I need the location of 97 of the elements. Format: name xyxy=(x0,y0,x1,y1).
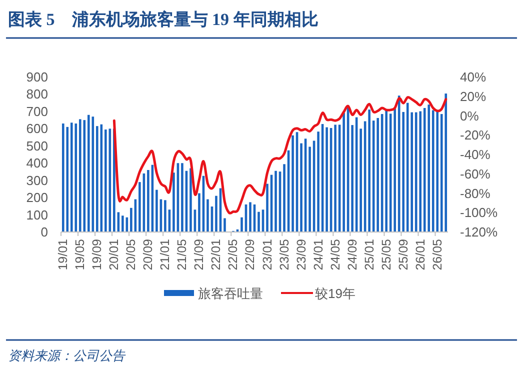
x-tick-label: 20/09 xyxy=(141,238,156,270)
y2-tick-label: -100% xyxy=(460,205,498,220)
text: 资料来源：公司公告 xyxy=(8,348,126,363)
bar xyxy=(419,111,422,232)
x-tick-label: 21/09 xyxy=(192,238,206,270)
bar xyxy=(292,135,294,232)
x-tick-label: 23/09 xyxy=(294,238,308,270)
bar xyxy=(410,112,413,232)
bar xyxy=(83,120,86,232)
bar xyxy=(368,110,370,232)
bar xyxy=(66,126,69,232)
x-tick-label: 22/05 xyxy=(226,238,240,270)
bar xyxy=(164,200,166,232)
x-tick-label: 25/09 xyxy=(396,238,410,270)
y2-tick-label: 40% xyxy=(460,70,486,84)
bar xyxy=(283,164,286,232)
x-tick-label: 21/01 xyxy=(158,238,172,270)
y-tick-label: 100 xyxy=(26,207,48,222)
bar xyxy=(215,196,218,232)
bar xyxy=(172,172,175,232)
x-tick-label: 23/05 xyxy=(277,238,292,270)
y2-tick-label: -60% xyxy=(460,166,491,182)
bar xyxy=(96,126,98,232)
y-tick-label: 300 xyxy=(26,172,48,188)
y-tick-label: 400 xyxy=(26,156,48,171)
bar xyxy=(414,112,418,232)
bar xyxy=(423,108,426,232)
bar xyxy=(376,118,379,232)
bar xyxy=(249,202,252,232)
bar xyxy=(206,199,209,232)
legend-label: 较19年 xyxy=(315,286,356,301)
y-tick-label: 900 xyxy=(26,70,48,84)
title: 图表 5 浦东机场旅客量与 19 年同期相比 xyxy=(8,10,318,29)
bar xyxy=(130,208,132,232)
x-tick-label: 24/05 xyxy=(328,238,342,270)
bar xyxy=(190,168,192,232)
x-tick-label: 20/05 xyxy=(124,238,138,270)
bar xyxy=(156,190,158,232)
x-tick-label: 19/01 xyxy=(56,238,70,270)
bar xyxy=(360,128,362,232)
x-tick-label: 19/05 xyxy=(73,238,88,270)
bar xyxy=(444,94,448,232)
x-tick-label: 24/01 xyxy=(311,238,326,270)
x-tick-label: 19/09 xyxy=(90,238,104,270)
bar xyxy=(428,104,430,232)
bar xyxy=(198,193,200,232)
x-tick-label: 22/09 xyxy=(243,238,258,270)
x-tick-label: 21/05 xyxy=(175,238,190,270)
bar xyxy=(224,218,226,232)
bar xyxy=(87,114,90,232)
bar xyxy=(258,212,260,232)
bar xyxy=(181,163,184,232)
x-tick-label: 22/01 xyxy=(209,238,224,270)
bar xyxy=(317,132,320,232)
bar xyxy=(104,130,107,232)
bar xyxy=(402,112,404,232)
bar xyxy=(147,170,150,232)
x-tick-label: 24/09 xyxy=(345,238,360,270)
legend-label: 旅客吞吐量 xyxy=(198,286,263,301)
bar xyxy=(138,182,141,232)
bar xyxy=(62,124,64,232)
y2-tick-label: -80% xyxy=(460,186,491,201)
x-tick-label: 25/05 xyxy=(379,238,394,270)
y-tick-label: 200 xyxy=(26,190,48,206)
x-tick-label: 25/01 xyxy=(362,238,376,270)
y-tick-label: 0 xyxy=(40,224,48,240)
bar xyxy=(300,143,302,232)
bar xyxy=(334,124,336,232)
bar xyxy=(342,112,345,232)
y2-tick-label: -120% xyxy=(460,224,498,240)
x-tick-label: 26/05 xyxy=(430,238,444,270)
y-tick-label: 800 xyxy=(26,86,48,102)
bar xyxy=(274,170,277,232)
bar xyxy=(122,216,124,232)
bar xyxy=(436,112,439,232)
bar xyxy=(78,119,82,232)
bar xyxy=(308,146,311,232)
bar xyxy=(326,127,328,232)
bar xyxy=(351,125,354,232)
y-tick-label: 500 xyxy=(26,138,48,154)
bar xyxy=(266,184,268,232)
bar xyxy=(92,116,94,232)
bar xyxy=(70,122,73,232)
y-tick-label: 600 xyxy=(26,121,48,136)
bar xyxy=(240,217,243,232)
y2-tick-label: -40% xyxy=(460,147,491,162)
bar xyxy=(74,124,78,232)
bar xyxy=(385,110,388,232)
y-tick-label: 700 xyxy=(26,104,48,119)
x-tick-label: 23/01 xyxy=(260,238,274,270)
y2-tick-label: 20% xyxy=(460,88,486,104)
y2-tick-label: -20% xyxy=(460,128,491,143)
x-tick-label: 20/01 xyxy=(107,238,122,270)
x-tick-label: 26/01 xyxy=(413,238,428,270)
bar xyxy=(394,108,396,232)
bar xyxy=(432,110,434,232)
y2-tick-label: 0% xyxy=(460,108,480,124)
